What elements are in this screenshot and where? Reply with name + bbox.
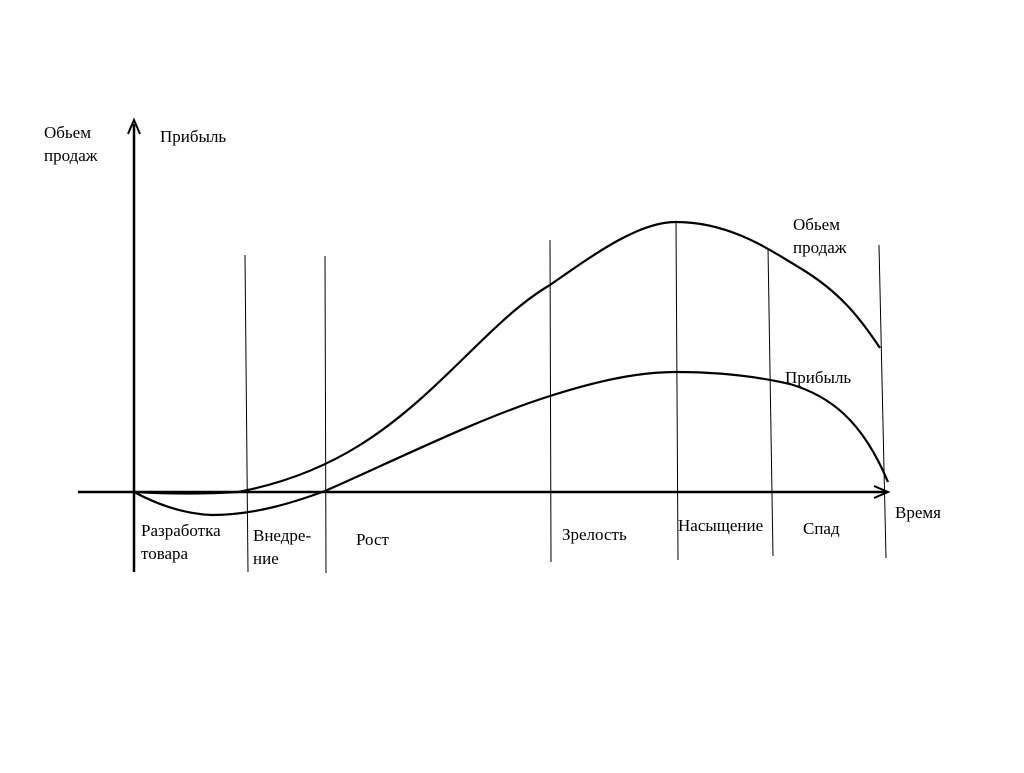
stage-divider-5 [767, 247, 774, 557]
stage-label-maturity: Зрелость [562, 525, 627, 544]
stage-label-saturation: Насыщение [678, 516, 764, 535]
stage-label-decline: Спад [803, 519, 840, 538]
stage-divider-2 [324, 255, 327, 574]
y-axis-label-profit: Прибыль [160, 127, 227, 146]
stage-label-introduction-line2: ние [253, 549, 279, 568]
sales-curve-label-line2: продаж [793, 238, 847, 257]
stage-label-development-line2: товара [141, 544, 189, 563]
stage-divider-4 [675, 221, 679, 561]
y-axis-arrowhead [127, 117, 141, 135]
stage-label-growth: Рост [356, 530, 389, 549]
stage-divider-6 [878, 244, 887, 559]
stage-divider-1 [244, 254, 249, 573]
stage-label-development-line1: Разработка [141, 521, 221, 540]
stage-divider-3 [549, 239, 552, 563]
y-axis-label-sales-line1: Обьем [44, 123, 91, 142]
sales-volume-curve [133, 220, 881, 495]
y-axis-label-sales-line2: продаж [44, 146, 98, 165]
x-axis-label-time: Время [895, 503, 941, 522]
sales-curve-label-line1: Обьем [793, 215, 840, 234]
profit-curve-label: Прибыль [785, 368, 852, 387]
profit-curve [133, 370, 890, 517]
stage-label-introduction-line1: Внедре- [253, 526, 312, 545]
x-axis-arrowhead [873, 485, 891, 499]
